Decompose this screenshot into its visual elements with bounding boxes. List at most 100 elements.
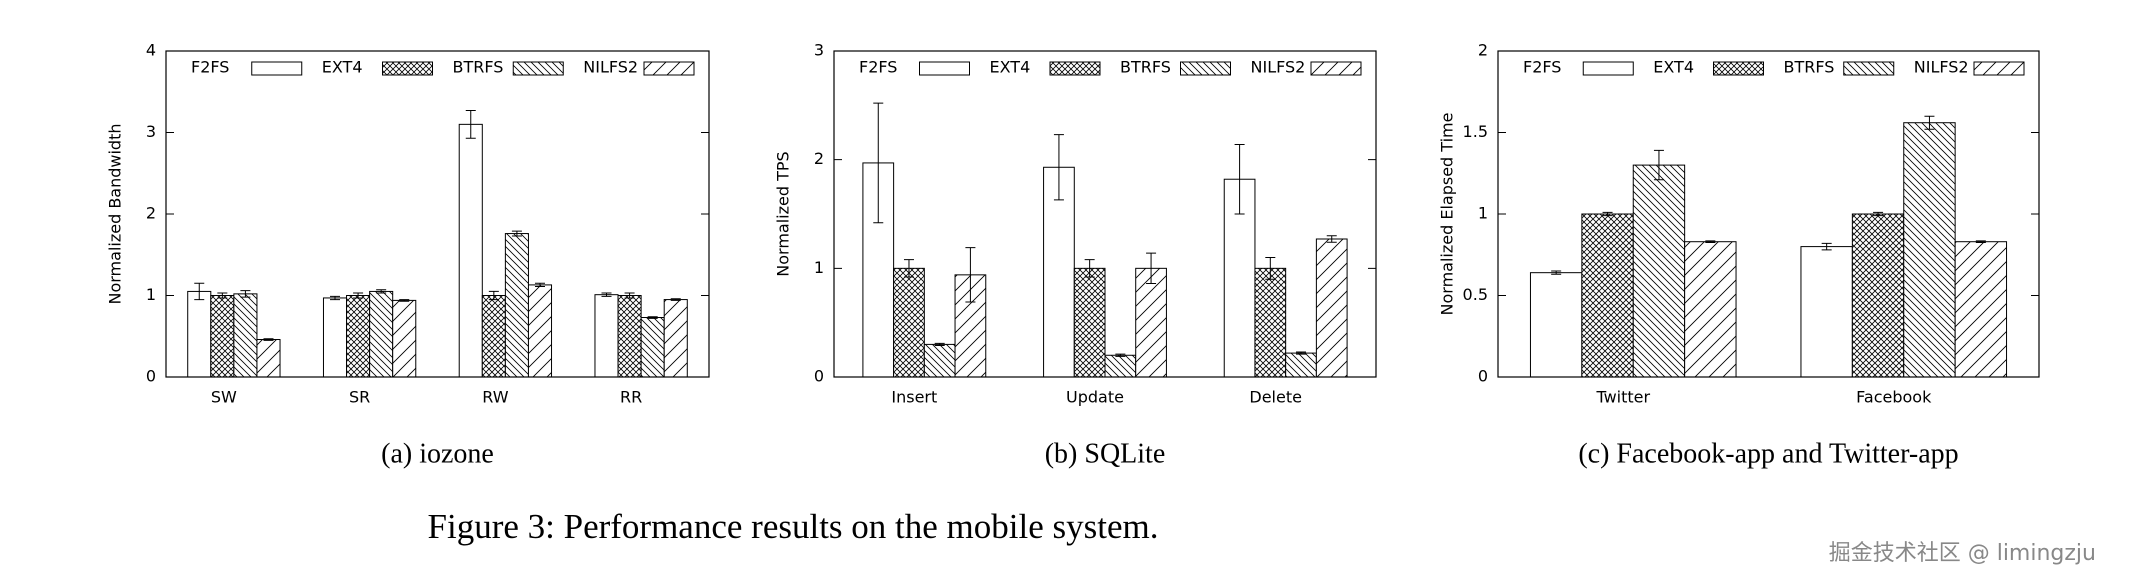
bar <box>1684 241 1737 378</box>
error-bar <box>601 292 612 297</box>
bar <box>1581 213 1634 378</box>
bar <box>233 293 258 378</box>
bar <box>1954 241 2008 378</box>
bar <box>322 297 348 378</box>
bar <box>481 295 506 378</box>
x-tick-label: SW <box>211 388 237 407</box>
legend-label: F2FS <box>1523 58 1561 77</box>
bar <box>369 290 394 378</box>
legend-swatch <box>1973 61 2025 76</box>
error-bar <box>1602 211 1613 217</box>
x-tick-label: SR <box>349 388 370 407</box>
error-bar <box>1821 242 1832 251</box>
error-bar <box>624 292 635 299</box>
y-tick-label: 3 <box>814 41 824 60</box>
error-bar <box>217 292 228 299</box>
x-tick-label: Update <box>1066 388 1124 407</box>
x-tick-label: RW <box>482 388 508 407</box>
error-bar <box>353 292 364 299</box>
y-tick-label: 2 <box>814 149 824 168</box>
y-tick-label: 1 <box>814 258 824 277</box>
error-bar <box>965 247 976 303</box>
bar <box>1135 267 1167 378</box>
subcaption: (c) Facebook-app and Twitter-app <box>1578 438 1958 469</box>
y-tick-label: 3 <box>146 122 156 141</box>
bar <box>210 295 235 378</box>
y-tick-label: 2 <box>146 204 156 223</box>
error-bar <box>399 299 410 302</box>
bar <box>504 233 529 378</box>
bar <box>1529 272 1583 378</box>
y-tick-label: 1 <box>1478 204 1488 223</box>
bar <box>1285 352 1317 378</box>
error-bar <box>1653 149 1664 181</box>
bar <box>256 339 281 378</box>
error-bar <box>1326 235 1337 243</box>
legend-label: NILFS2 <box>1914 58 1969 77</box>
watermark: 掘金技术社区 @ limingzju <box>1829 541 2096 566</box>
error-bar <box>1296 351 1307 355</box>
legend-label: EXT4 <box>990 58 1031 77</box>
y-tick-label: 4 <box>146 41 156 60</box>
legend-label: EXT4 <box>322 58 363 77</box>
subcaption: (a) iozone <box>381 438 494 469</box>
y-tick-label: 0.5 <box>1463 285 1488 304</box>
error-bar <box>240 290 251 298</box>
error-bar <box>1146 252 1157 285</box>
y-axis-label: Normalized Elapsed Time <box>1438 113 1457 316</box>
error-bar <box>1234 143 1245 215</box>
plot-frame <box>1497 50 2040 378</box>
error-bar <box>1115 353 1126 357</box>
y-tick-label: 1.5 <box>1463 122 1488 141</box>
bar <box>1903 122 1956 378</box>
y-tick-label: 1 <box>146 285 156 304</box>
bar <box>1851 213 1905 378</box>
error-bar <box>1924 115 1935 130</box>
legend-swatch <box>1310 61 1362 76</box>
legend-label: BTRFS <box>453 58 504 77</box>
legend-label: F2FS <box>191 58 229 77</box>
legend-swatch <box>1180 61 1231 76</box>
error-bar <box>1975 240 1986 244</box>
y-axis-label: Normalized TPS <box>774 151 793 276</box>
legend-swatch <box>1843 61 1895 76</box>
legend-swatch <box>512 61 564 76</box>
error-bar <box>488 290 499 301</box>
bar <box>392 299 417 378</box>
bar <box>893 267 925 378</box>
bar <box>1254 267 1287 378</box>
x-tick-label: RR <box>620 388 642 407</box>
bar <box>1073 267 1106 378</box>
legend-swatch <box>1713 61 1764 76</box>
figure-caption: Figure 3: Performance results on the mob… <box>428 507 1159 546</box>
legend-label: F2FS <box>859 58 897 77</box>
error-bar <box>1265 256 1276 280</box>
legend-label: NILFS2 <box>1251 58 1306 77</box>
error-bar <box>465 109 476 139</box>
legend-swatch <box>1049 61 1101 76</box>
bar <box>458 123 483 378</box>
bar <box>923 343 956 378</box>
y-tick-label: 2 <box>1478 41 1488 60</box>
bar <box>346 295 371 378</box>
bar <box>663 299 688 378</box>
x-tick-label: Twitter <box>1595 388 1650 407</box>
error-bar <box>330 295 341 301</box>
bar <box>617 295 642 378</box>
legend-label: BTRFS <box>1784 58 1835 77</box>
y-tick-label: 0 <box>1478 367 1488 386</box>
y-tick-label: 0 <box>814 367 824 386</box>
plot-frame <box>165 50 710 378</box>
error-bar <box>511 230 522 237</box>
y-axis-label: Normalized Bandwidth <box>106 124 125 305</box>
error-bar <box>1873 211 1884 217</box>
error-bar <box>1084 259 1095 278</box>
legend-swatch <box>643 61 695 76</box>
legend-label: EXT4 <box>1653 58 1694 77</box>
bar <box>1104 354 1137 378</box>
y-tick-label: 0 <box>146 367 156 386</box>
error-bar <box>1551 270 1562 275</box>
error-bar <box>647 316 658 319</box>
